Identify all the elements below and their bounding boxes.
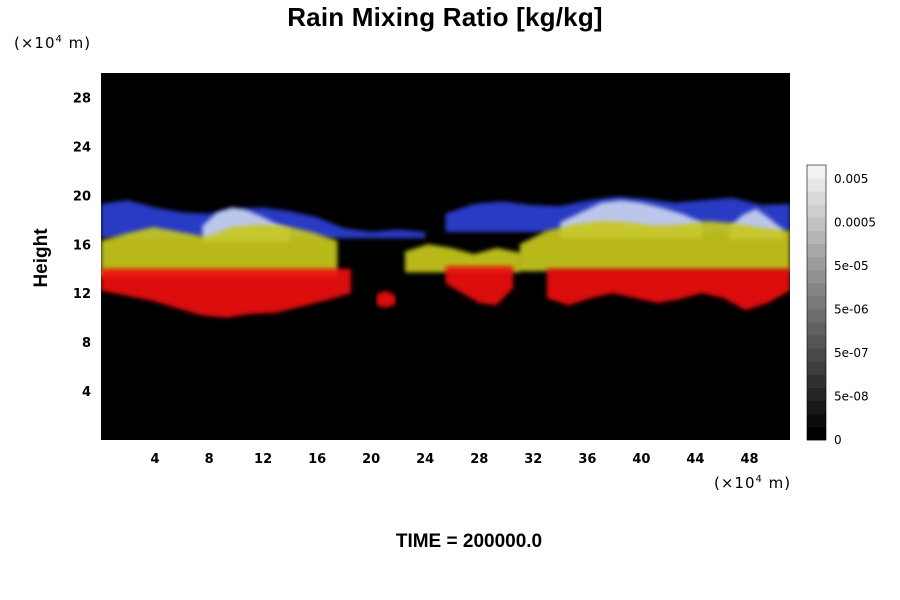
colorbar-label: 0.0005 xyxy=(834,216,876,230)
colorbar-swatch xyxy=(807,335,826,349)
colorbar-swatch xyxy=(807,348,826,362)
x-tick-label: 48 xyxy=(740,452,758,467)
colorbar-swatch xyxy=(807,426,826,441)
x-tick-label: 24 xyxy=(416,452,434,467)
colorbar-label: 5e-07 xyxy=(834,346,869,360)
band-segment-red xyxy=(101,268,351,318)
x-tick-label: 36 xyxy=(578,452,596,467)
colorbar-label: 5e-05 xyxy=(834,259,869,273)
colorbar-label: 0 xyxy=(834,433,842,447)
y-tick-label: 28 xyxy=(73,92,91,107)
colorbar-swatch xyxy=(807,413,826,428)
band-red xyxy=(101,266,790,318)
band-red-blob xyxy=(376,290,396,308)
band-segment-yellow xyxy=(519,221,790,272)
y-tick-label: 12 xyxy=(73,287,91,302)
colorbar-swatch xyxy=(807,322,826,336)
colorbar-swatch xyxy=(807,400,826,415)
colorbar-swatch xyxy=(807,204,826,218)
x-tick-label: 20 xyxy=(362,452,380,467)
colorbar-swatch xyxy=(807,165,826,179)
x-tick-label: 28 xyxy=(470,452,488,467)
colorbar-swatch xyxy=(807,282,826,297)
colorbar-swatch xyxy=(807,217,826,231)
band-segment-red-blob xyxy=(376,290,396,308)
band-segment-red xyxy=(445,266,513,306)
colorbar-swatch xyxy=(807,361,826,375)
colorbar-swatch xyxy=(807,387,826,402)
y-tick-label: 16 xyxy=(73,238,91,253)
band-segment-yellow xyxy=(101,224,338,278)
colorbar-swatch xyxy=(807,178,826,192)
x-axis-unit-label: (×104 m) xyxy=(714,474,792,492)
x-tick-label: 16 xyxy=(308,452,326,467)
y-axis-unit-label: (×104 m) xyxy=(14,34,92,52)
y-tick-label: 8 xyxy=(82,336,91,351)
band-segment-red xyxy=(546,268,790,311)
x-tick-label: 4 xyxy=(150,452,159,467)
chart-title: Rain Mixing Ratio [kg/kg] xyxy=(287,2,603,32)
x-tick-label: 8 xyxy=(205,452,214,467)
colorbar xyxy=(806,164,827,441)
colorbar-swatch xyxy=(807,374,826,388)
colorbar-label: 5e-08 xyxy=(834,390,869,404)
time-label: TIME = 200000.0 xyxy=(395,531,543,552)
band-segment-yellow xyxy=(405,244,520,273)
x-tick-label: 44 xyxy=(686,452,704,467)
band-yellow xyxy=(101,221,790,278)
colorbar-swatch xyxy=(807,309,826,323)
colorbar-swatch xyxy=(807,243,826,257)
colorbar-swatch xyxy=(807,269,826,284)
colorbar-swatch xyxy=(807,256,826,271)
colorbar-swatch xyxy=(807,230,826,244)
y-tick-label: 4 xyxy=(82,385,91,400)
x-tick-label: 40 xyxy=(632,452,650,467)
x-tick-label: 12 xyxy=(254,452,272,467)
colorbar-label: 5e-06 xyxy=(834,303,869,317)
x-tick-label: 32 xyxy=(524,452,542,467)
colorbar-swatch xyxy=(807,295,826,310)
colorbar-swatch xyxy=(807,191,826,205)
colorbar-label: 0.005 xyxy=(834,172,868,186)
y-tick-label: 20 xyxy=(73,189,91,204)
y-tick-label: 24 xyxy=(73,140,91,155)
